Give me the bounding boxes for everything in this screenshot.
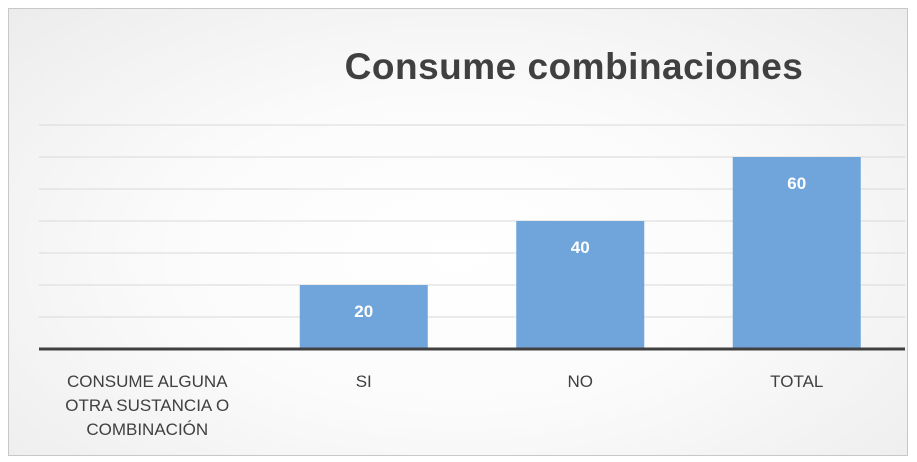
data-label: 20	[354, 302, 373, 321]
data-label: 60	[787, 174, 806, 193]
x-tick-label: TOTAL	[770, 372, 823, 391]
bar	[516, 221, 645, 349]
x-tick-label: SI	[356, 372, 372, 391]
chart-frame: Consume combinaciones 20 40 60 CONSUME ALGU…	[8, 8, 908, 456]
bar	[299, 285, 428, 349]
x-tick-label: CONSUME ALGUNA OTRA SUSTANCIA O COMBINACIÓ…	[65, 372, 229, 439]
bar	[732, 157, 861, 349]
x-tick-label: NO	[568, 372, 594, 391]
chart-title: Consume combinaciones	[344, 46, 804, 87]
chart-plot-area: 20 40 60 CONSUME ALGUNA OTRA SUSTANCIA O COMB…	[39, 124, 905, 439]
data-label: 40	[571, 238, 590, 257]
